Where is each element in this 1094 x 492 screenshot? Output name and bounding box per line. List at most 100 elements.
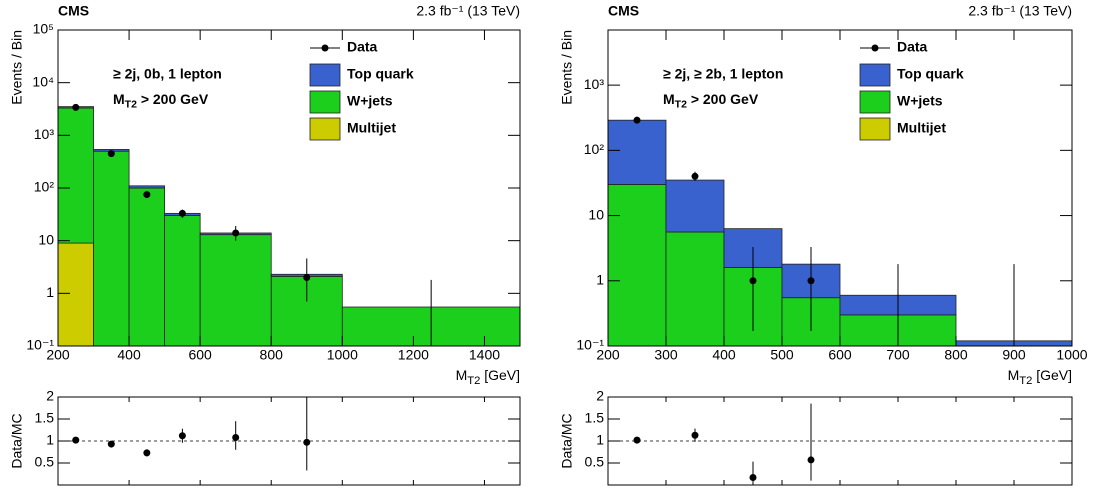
y-tick-label: 10 — [588, 206, 604, 222]
data-point — [232, 433, 240, 441]
y-axis-label: Events / Bin — [9, 30, 25, 105]
x-tick-label: 600 — [188, 347, 212, 363]
x-tick-label: 900 — [1002, 347, 1026, 363]
x-tick-label: 600 — [828, 347, 852, 363]
x-tick-label: 1000 — [327, 347, 358, 363]
plot-area — [58, 103, 520, 400]
x-tick-label: 200 — [596, 347, 620, 363]
y-tick-label: 1 — [596, 271, 604, 287]
y-tick-label: 2 — [596, 388, 604, 404]
x-tick-label: 1000 — [1056, 347, 1087, 363]
y-tick-label: 0.5 — [35, 454, 55, 470]
histogram-bar — [128, 187, 166, 346]
histogram-bar — [199, 234, 272, 346]
data-point — [232, 229, 240, 237]
legend-swatch — [309, 90, 341, 114]
y-axis-label: Events / Bin — [559, 30, 575, 105]
legend-swatch — [309, 63, 341, 87]
data-point — [749, 474, 757, 482]
annotation-sub: T2 — [675, 98, 687, 110]
histogram-bar — [128, 185, 166, 189]
y-tick-label: 0.5 — [585, 454, 605, 470]
x-tick-label: 1400 — [469, 347, 500, 363]
data-point — [807, 456, 815, 464]
y-tick-label: 1.5 — [35, 410, 55, 426]
annotation: MT2 > 200 GeV — [113, 91, 209, 111]
histogram-bar — [58, 242, 94, 346]
x-tick-label: 500 — [770, 347, 794, 363]
data-point — [107, 440, 115, 448]
legend-marker — [321, 44, 329, 52]
plot-area — [633, 403, 815, 485]
legend-label: Data — [347, 39, 378, 55]
y-tick-label: 10² — [584, 141, 605, 157]
data-point — [72, 103, 80, 111]
annotation-main: M — [113, 91, 125, 107]
x-tick-label: 400 — [712, 347, 736, 363]
legend-label: Multijet — [347, 120, 396, 136]
histogram-bar — [665, 231, 725, 346]
legend-label: W+jets — [897, 93, 943, 109]
data-point — [143, 191, 151, 199]
luminosity: 2.3 fb⁻¹ (13 TeV) — [968, 3, 1072, 19]
annotation-rest: > 200 GeV — [687, 91, 759, 107]
y-tick-label: 1 — [46, 284, 54, 300]
legend-swatch — [309, 117, 341, 141]
histogram-bar — [164, 215, 201, 346]
legend-marker — [871, 44, 879, 52]
data-point — [807, 277, 815, 285]
legend-swatch — [859, 117, 891, 141]
y-tick-label: 1 — [596, 432, 604, 448]
y-axis-label: Data/MC — [9, 413, 25, 468]
y-tick-label: 10³ — [34, 126, 55, 142]
y-tick-label: 1 — [46, 432, 54, 448]
x-axis-label-main: M — [1008, 367, 1020, 383]
data-point — [633, 116, 641, 124]
legend-label: W+jets — [347, 93, 393, 109]
y-tick-label: 10 — [38, 231, 54, 247]
experiment: CMS — [608, 3, 639, 19]
histogram-bar — [608, 119, 667, 185]
luminosity: 2.3 fb⁻¹ (13 TeV) — [416, 3, 520, 19]
histogram-bar — [608, 184, 667, 346]
annotation: ≥ 2j, 0b, 1 lepton — [113, 66, 222, 82]
y-tick-label: 10³ — [584, 76, 605, 92]
x-tick-label: 400 — [117, 347, 141, 363]
x-axis-label-main: M — [456, 367, 468, 383]
x-tick-label: 1200 — [398, 347, 429, 363]
data-point — [303, 438, 311, 446]
x-axis-label-sub: T2 — [467, 375, 480, 387]
annotation: ≥ 2j, ≥ 2b, 1 lepton — [663, 66, 783, 82]
y-tick-label: 1.5 — [585, 410, 605, 426]
data-point — [749, 277, 757, 285]
legend-label: Top quark — [347, 66, 414, 82]
x-axis-label-rest: [GeV] — [1032, 367, 1072, 383]
legend-swatch — [859, 63, 891, 87]
annotation-rest: > 200 GeV — [137, 91, 209, 107]
legend-label: Data — [897, 39, 928, 55]
y-tick-label: 10² — [34, 179, 55, 195]
x-tick-label: 800 — [260, 347, 284, 363]
data-point — [691, 172, 699, 180]
legend-label: Top quark — [897, 66, 964, 82]
x-tick-label: 800 — [944, 347, 968, 363]
data-point — [72, 436, 80, 444]
data-point — [178, 209, 186, 217]
data-point — [428, 393, 435, 400]
data-point — [633, 436, 641, 444]
annotation-sub: T2 — [125, 98, 137, 110]
x-tick-label: 700 — [886, 347, 910, 363]
y-tick-label: 10⁵ — [33, 21, 54, 37]
y-tick-label: 10⁻¹ — [576, 337, 604, 353]
y-tick-label: 2 — [46, 388, 54, 404]
experiment: CMS — [58, 3, 89, 19]
x-axis-label-rest: [GeV] — [480, 367, 520, 383]
legend-label: Multijet — [897, 120, 946, 136]
annotation-main: M — [663, 91, 675, 107]
y-tick-label: 10⁴ — [32, 73, 54, 89]
data-point — [143, 449, 151, 457]
x-axis-label: MT2 [GeV] — [456, 367, 520, 387]
x-tick-label: 300 — [654, 347, 678, 363]
data-point — [691, 431, 699, 439]
